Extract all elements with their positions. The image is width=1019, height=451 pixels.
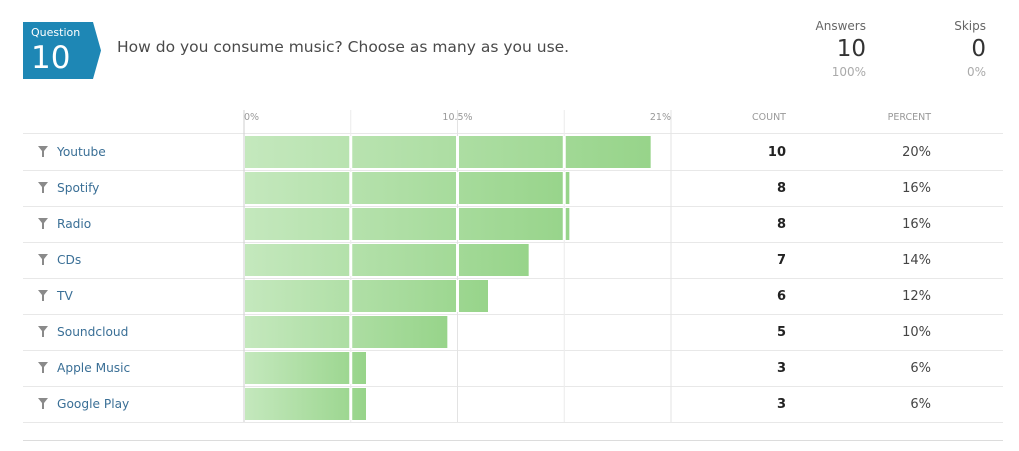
table-row: Apple Music 3 6%	[23, 350, 1003, 387]
skips-percent: 0%	[966, 65, 986, 79]
question-badge-shape	[23, 22, 101, 79]
answer-percent: 12%	[902, 289, 931, 304]
filter-icon[interactable]	[38, 290, 48, 301]
filter-icon[interactable]	[38, 326, 48, 337]
bar	[245, 280, 488, 312]
answer-count: 8	[776, 217, 786, 232]
table-row: CDs 7 14%	[23, 242, 1003, 279]
bar	[245, 208, 570, 240]
question-label: Question	[31, 26, 81, 39]
table-row: Radio 8 16%	[23, 206, 1003, 243]
skips-stat: Skips 0 0%	[954, 19, 986, 79]
answer-label[interactable]: Soundcloud	[57, 325, 129, 339]
table-row: Spotify 8 16%	[23, 170, 1003, 207]
question-text: How do you consume music? Choose as many…	[117, 38, 570, 56]
answer-count: 10	[767, 145, 786, 160]
answers-stat: Answers 10 100%	[816, 19, 866, 79]
filter-icon[interactable]	[38, 398, 48, 409]
answer-label[interactable]: Apple Music	[57, 361, 131, 375]
filter-icon[interactable]	[38, 362, 48, 373]
filter-icon[interactable]	[38, 254, 48, 265]
answer-percent: 10%	[902, 325, 931, 340]
bottom-divider	[23, 440, 1003, 441]
answer-label[interactable]: Radio	[57, 217, 92, 231]
answer-percent: 20%	[902, 145, 931, 160]
bar	[245, 388, 366, 420]
answer-count: 3	[776, 397, 786, 412]
filter-icon[interactable]	[38, 218, 48, 229]
answers-label: Answers	[815, 19, 866, 33]
bar	[245, 316, 448, 348]
answer-label[interactable]: Youtube	[57, 145, 106, 159]
answer-percent: 16%	[902, 181, 931, 196]
table-row: Soundcloud 5 10%	[23, 314, 1003, 351]
answer-count: 5	[776, 325, 786, 340]
answer-count: 3	[776, 361, 786, 376]
answers-percent: 100%	[831, 65, 866, 79]
bar	[245, 244, 529, 276]
table-row: TV 6 12%	[23, 278, 1003, 315]
answer-label[interactable]: Spotify	[57, 181, 100, 195]
filter-icon[interactable]	[38, 182, 48, 193]
answer-count: 8	[776, 181, 786, 196]
answer-label[interactable]: CDs	[57, 253, 82, 267]
skips-value: 0	[971, 36, 986, 62]
answer-label[interactable]: TV	[57, 289, 73, 303]
x-tick-label: 21%	[649, 112, 671, 123]
table-row: Google Play 3 6%	[23, 386, 1003, 423]
bar	[245, 352, 366, 384]
answer-percent: 16%	[902, 217, 931, 232]
skips-label: Skips	[954, 19, 986, 33]
question-number: 10	[31, 40, 71, 76]
bar	[245, 172, 570, 204]
answer-percent: 6%	[910, 397, 931, 412]
x-tick-label: 0%	[244, 112, 260, 123]
answers-value: 10	[836, 36, 866, 62]
answer-percent: 6%	[910, 361, 931, 376]
filter-icon[interactable]	[38, 146, 48, 157]
count-header: COUNT	[752, 112, 786, 123]
percent-header: PERCENT	[887, 112, 931, 123]
answer-count: 7	[776, 253, 786, 268]
table-row: Youtube 10 20%	[23, 134, 1003, 171]
question-badge: Question 10	[23, 22, 101, 79]
answer-percent: 14%	[902, 253, 931, 268]
answer-label[interactable]: Google Play	[57, 397, 130, 411]
answer-count: 6	[776, 289, 786, 304]
bar	[245, 136, 651, 168]
